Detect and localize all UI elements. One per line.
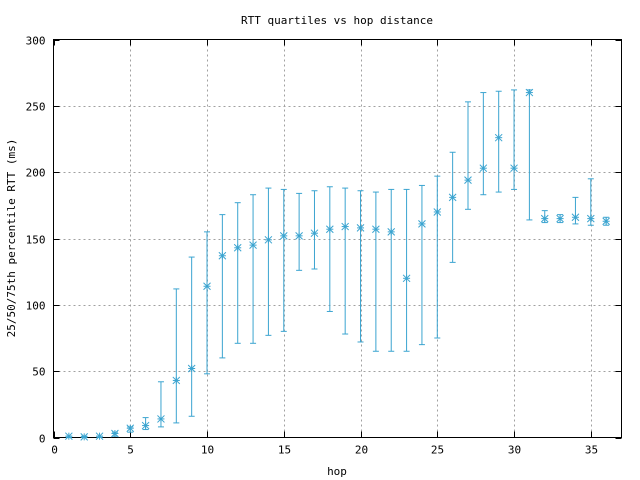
y-tick-label: 250	[26, 101, 46, 114]
median-point-stroke	[510, 164, 518, 173]
median-point	[464, 176, 472, 184]
y-axis-label: 25/50/75th percentile RTT (ms)	[5, 139, 18, 338]
median-point-stroke	[525, 88, 534, 97]
median-point-stroke	[126, 424, 135, 433]
y-tick-label: 50	[32, 366, 45, 379]
median-point	[172, 376, 181, 385]
median-point-stroke	[341, 222, 350, 231]
x-tick-label: 35	[585, 444, 598, 457]
x-tick-label: 30	[508, 444, 521, 457]
median-point	[203, 282, 211, 291]
median-point-stroke	[141, 421, 150, 430]
median-point-stroke	[356, 224, 365, 232]
median-point	[602, 217, 611, 226]
x-tick-label: 5	[127, 444, 134, 457]
chart-title: RTT quartiles vs hop distance	[241, 14, 433, 27]
median-point	[64, 432, 73, 441]
plot-frame	[53, 39, 622, 438]
median-point-stroke	[325, 225, 334, 234]
median-point-stroke	[602, 217, 611, 226]
median-point-stroke	[448, 193, 457, 202]
median-point	[571, 213, 580, 222]
median-point-stroke	[172, 376, 181, 385]
median-point-stroke	[264, 235, 273, 244]
median-point-stroke	[556, 214, 564, 223]
median-point	[325, 225, 334, 234]
median-point-stroke	[295, 231, 303, 240]
y-tick-label: 200	[26, 167, 46, 180]
median-point-stroke	[433, 208, 442, 216]
median-point	[310, 229, 319, 238]
y-tick-label: 150	[26, 234, 46, 247]
x-tick-label: 25	[431, 444, 444, 457]
median-point	[448, 193, 457, 202]
median-point	[95, 432, 104, 441]
median-point-stroke	[80, 432, 89, 441]
median-point-stroke	[218, 251, 227, 260]
median-point	[418, 220, 426, 228]
median-point-stroke	[372, 225, 380, 234]
median-point	[540, 214, 549, 223]
median-point	[157, 415, 165, 423]
x-tick-label: 20	[355, 444, 368, 457]
median-point	[111, 429, 119, 438]
median-point-stroke	[157, 415, 165, 423]
x-axis-label: hop	[327, 465, 347, 478]
median-point-stroke	[279, 231, 288, 240]
median-point-stroke	[402, 274, 411, 283]
x-tick-label: 0	[51, 444, 58, 457]
median-point	[341, 222, 350, 231]
median-point-stroke	[494, 133, 503, 142]
median-point-stroke	[479, 164, 488, 173]
median-point	[187, 364, 196, 373]
median-point	[141, 421, 150, 430]
median-point	[249, 241, 257, 249]
median-point	[479, 164, 488, 173]
median-point	[295, 231, 303, 240]
y-tick-label: 0	[39, 433, 46, 446]
median-point-stroke	[540, 214, 549, 223]
median-point-stroke	[571, 213, 580, 222]
median-point-stroke	[586, 214, 595, 223]
median-point	[80, 432, 89, 441]
median-point-stroke	[249, 241, 257, 249]
median-point-stroke	[464, 176, 472, 184]
median-point-stroke	[233, 243, 242, 252]
data-layer	[64, 88, 611, 441]
median-point	[387, 228, 396, 236]
median-point	[279, 231, 288, 240]
median-point-stroke	[64, 432, 73, 441]
grid-layer	[53, 39, 622, 438]
tick-layer: 0 50 100 150 200 250 300 0 5 10 15 20 25 30 35	[26, 35, 622, 457]
median-point-stroke	[187, 364, 196, 373]
median-point	[494, 133, 503, 142]
median-point	[218, 251, 227, 260]
x-tick-label: 10	[201, 444, 214, 457]
median-point	[356, 224, 365, 232]
median-point	[126, 424, 135, 433]
median-point	[402, 274, 411, 283]
median-point-stroke	[418, 220, 426, 228]
median-point	[586, 214, 595, 223]
median-point-stroke	[203, 282, 211, 291]
median-point-stroke	[310, 229, 319, 238]
y-tick-label: 100	[26, 300, 46, 313]
median-point	[233, 243, 242, 252]
median-point-stroke	[111, 429, 119, 438]
median-point	[510, 164, 518, 173]
y-tick-label: 300	[26, 35, 46, 48]
median-point	[556, 214, 564, 223]
median-point-stroke	[95, 432, 104, 441]
median-point	[372, 225, 380, 234]
median-point	[433, 208, 442, 216]
median-point-stroke	[387, 228, 396, 236]
x-tick-label: 15	[278, 444, 291, 457]
median-point	[264, 235, 273, 244]
median-point	[525, 88, 534, 97]
